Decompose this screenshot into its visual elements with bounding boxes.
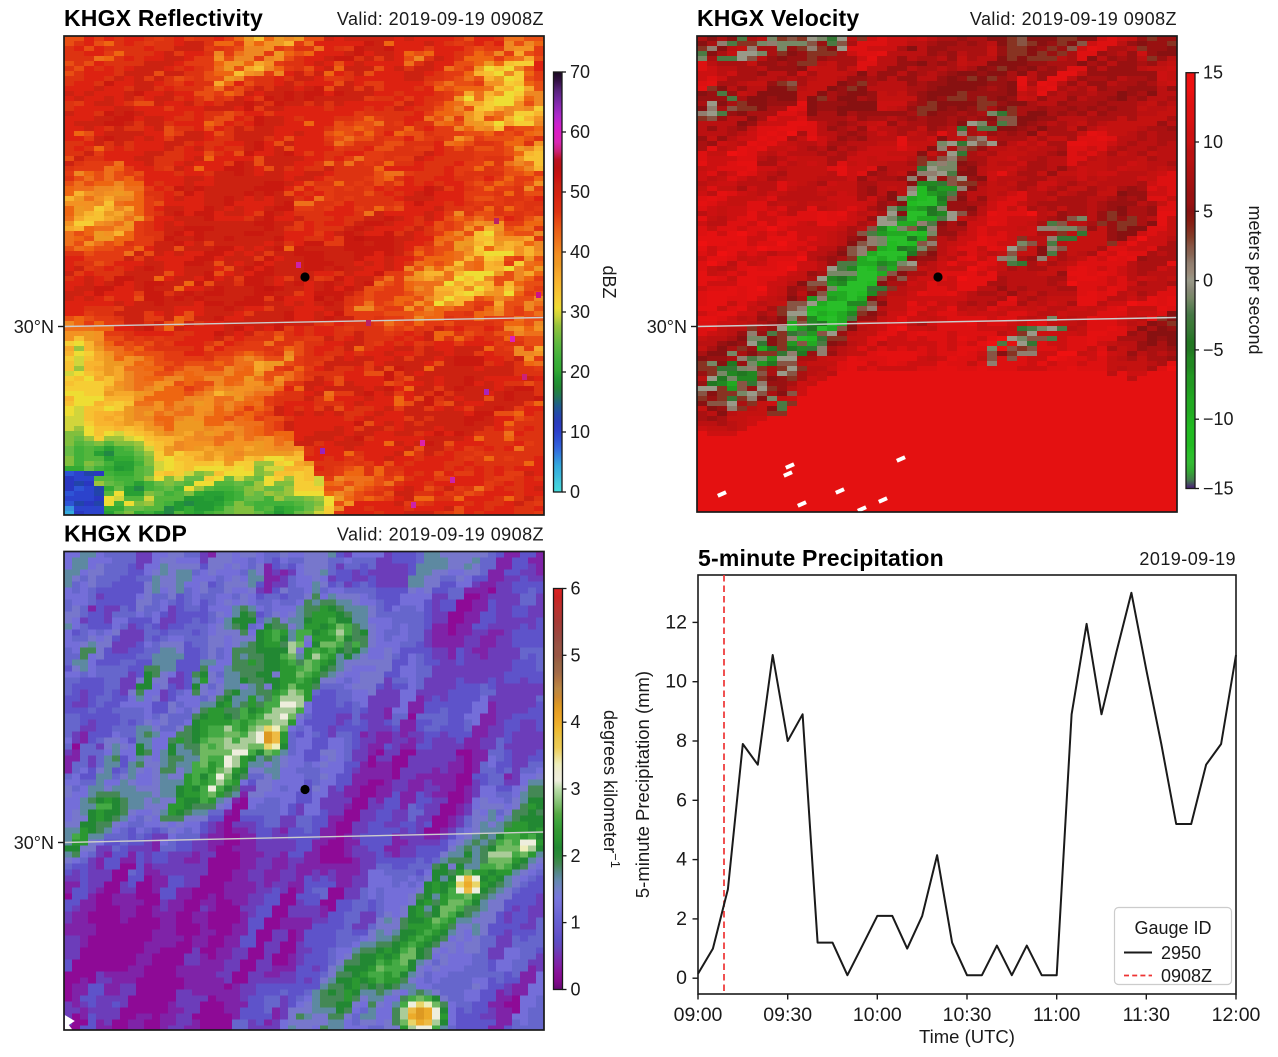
svg-text:30°N: 30°N: [14, 833, 54, 853]
svg-text:30°N: 30°N: [14, 317, 54, 337]
svg-text:10:00: 10:00: [853, 1004, 902, 1026]
svg-text:−15: −15: [1203, 479, 1234, 499]
svg-text:30°N: 30°N: [647, 317, 687, 337]
svg-text:0: 0: [570, 482, 580, 502]
svg-text:30: 30: [570, 302, 590, 322]
svg-text:09:00: 09:00: [674, 1004, 723, 1026]
svg-text:−5: −5: [1203, 340, 1224, 360]
svg-text:0: 0: [571, 980, 581, 1000]
svg-text:09:30: 09:30: [763, 1004, 812, 1026]
svg-text:2: 2: [676, 908, 687, 930]
svg-text:2950: 2950: [1161, 943, 1201, 963]
svg-text:KHGX KDP: KHGX KDP: [64, 521, 187, 547]
svg-text:5-minute Precipitation (mm): 5-minute Precipitation (mm): [632, 671, 653, 898]
svg-text:dBZ: dBZ: [599, 265, 619, 298]
svg-text:60: 60: [570, 122, 590, 142]
svg-text:12:00: 12:00: [1212, 1004, 1261, 1026]
svg-text:Valid: 2019-09-19 0908Z: Valid: 2019-09-19 0908Z: [970, 9, 1177, 29]
svg-text:KHGX Velocity: KHGX Velocity: [697, 5, 859, 31]
svg-text:5-minute Precipitation: 5-minute Precipitation: [698, 545, 944, 571]
svg-text:12: 12: [665, 611, 687, 633]
svg-text:10: 10: [570, 422, 590, 442]
svg-text:2019-09-19: 2019-09-19: [1139, 549, 1236, 569]
svg-text:11:00: 11:00: [1033, 1004, 1081, 1026]
svg-text:Time (UTC): Time (UTC): [919, 1026, 1015, 1047]
svg-text:degrees kilometer−1: degrees kilometer−1: [600, 710, 624, 868]
svg-text:−10: −10: [1203, 409, 1234, 429]
svg-text:10: 10: [1203, 132, 1223, 152]
svg-text:2: 2: [571, 846, 581, 866]
svg-text:5: 5: [571, 645, 581, 665]
svg-text:0: 0: [1203, 271, 1213, 291]
svg-text:Valid: 2019-09-19 0908Z: Valid: 2019-09-19 0908Z: [337, 525, 544, 545]
svg-text:6: 6: [676, 789, 687, 811]
svg-text:Gauge ID: Gauge ID: [1134, 918, 1211, 938]
svg-text:KHGX Reflectivity: KHGX Reflectivity: [64, 5, 263, 31]
svg-text:8: 8: [676, 730, 687, 752]
svg-text:1: 1: [571, 913, 581, 933]
svg-text:50: 50: [570, 182, 590, 202]
svg-text:5: 5: [1203, 201, 1213, 221]
svg-text:40: 40: [570, 242, 590, 262]
svg-text:4: 4: [571, 712, 581, 732]
svg-text:3: 3: [571, 779, 581, 799]
svg-text:15: 15: [1203, 63, 1223, 83]
svg-text:20: 20: [570, 362, 590, 382]
svg-text:11:30: 11:30: [1123, 1004, 1171, 1026]
svg-text:6: 6: [571, 579, 581, 599]
svg-text:0: 0: [676, 967, 687, 989]
svg-text:10:30: 10:30: [943, 1004, 992, 1026]
svg-text:Valid: 2019-09-19 0908Z: Valid: 2019-09-19 0908Z: [337, 9, 544, 29]
svg-text:0908Z: 0908Z: [1161, 966, 1212, 986]
svg-text:4: 4: [676, 849, 687, 871]
svg-text:70: 70: [570, 62, 590, 82]
svg-text:meters per second: meters per second: [1245, 205, 1265, 354]
svg-text:10: 10: [665, 671, 687, 693]
